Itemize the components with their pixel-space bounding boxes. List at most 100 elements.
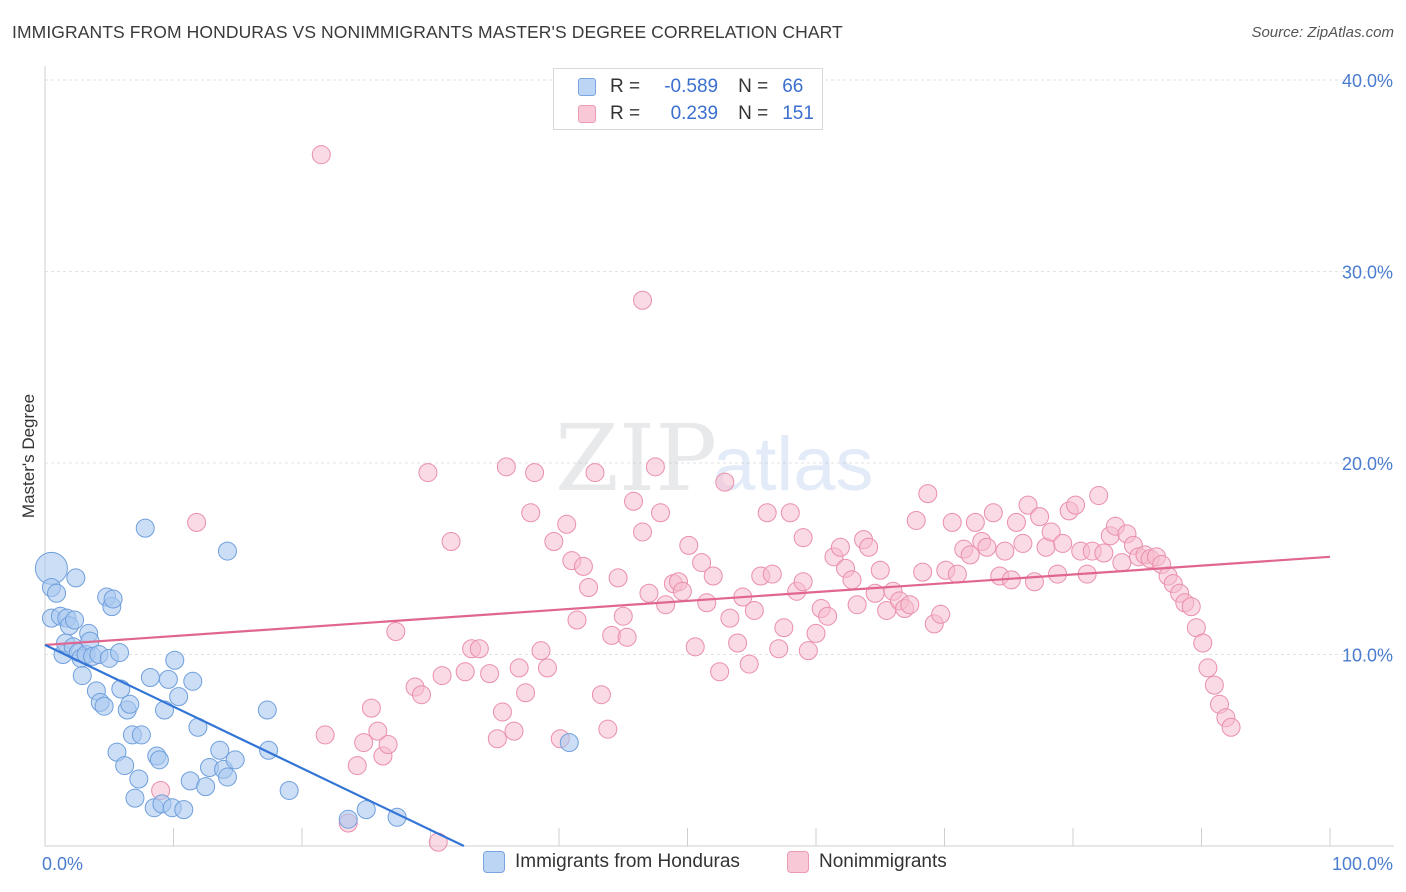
legend-n-label: N = bbox=[738, 103, 769, 124]
nonimmigrants-point bbox=[692, 553, 712, 573]
honduras-point bbox=[183, 671, 203, 691]
legend-row-honduras: R = -0.589 N = 66 bbox=[578, 74, 803, 100]
nonimmigrants-point bbox=[960, 545, 980, 565]
y-axis-label: Master's Degree bbox=[19, 394, 38, 518]
legend-r-value: 0.239 bbox=[670, 103, 719, 124]
legend-r-label: R = bbox=[610, 103, 641, 124]
x-tick-label-max: 100.0% bbox=[1332, 854, 1393, 874]
nonimmigrants-point bbox=[633, 290, 653, 310]
nonimmigrants-point bbox=[187, 512, 207, 532]
legend-item-honduras: Immigrants from Honduras bbox=[483, 851, 740, 873]
nonimmigrants-point bbox=[579, 577, 599, 597]
nonimmigrants-point bbox=[913, 562, 933, 582]
nonimmigrants-point bbox=[516, 683, 536, 703]
nonimmigrants-point bbox=[983, 503, 1003, 523]
nonimmigrants-point bbox=[906, 510, 926, 530]
nonimmigrants-point bbox=[1204, 675, 1224, 695]
honduras-point bbox=[135, 518, 155, 538]
nonimmigrants-point bbox=[672, 581, 692, 601]
honduras-point bbox=[210, 740, 230, 760]
nonimmigrants-point bbox=[633, 522, 653, 542]
honduras-point bbox=[66, 568, 86, 588]
nonimmigrants-point bbox=[1041, 522, 1061, 542]
nonimmigrants-point bbox=[793, 572, 813, 592]
nonimmigrants-point bbox=[900, 595, 920, 615]
nonimmigrants-point bbox=[818, 606, 838, 626]
nonimmigrants-point bbox=[774, 618, 794, 638]
nonimmigrants-point bbox=[361, 698, 381, 718]
correlation-legend: R = -0.589 N = 66 R = 0.239 N = 151 bbox=[553, 68, 823, 130]
nonimmigrants-point bbox=[859, 537, 879, 557]
nonimmigrants-point bbox=[918, 484, 938, 504]
legend-swatch-blue bbox=[578, 78, 596, 96]
legend-label-honduras: Immigrants from Honduras bbox=[515, 851, 740, 872]
nonimmigrants-point bbox=[703, 566, 723, 586]
nonimmigrants-point bbox=[639, 583, 659, 603]
honduras-point bbox=[158, 669, 178, 689]
nonimmigrants-point bbox=[728, 633, 748, 653]
nonimmigrants-point bbox=[769, 639, 789, 659]
nonimmigrants-point bbox=[544, 532, 564, 552]
nonimmigrants-point bbox=[656, 595, 676, 615]
nonimmigrants-point bbox=[651, 503, 671, 523]
nonimmigrants-point bbox=[965, 512, 985, 532]
honduras-point bbox=[149, 750, 169, 770]
honduras-point bbox=[257, 700, 277, 720]
honduras-point bbox=[169, 687, 189, 707]
legend-r-value: -0.589 bbox=[664, 76, 719, 97]
honduras-trend-line bbox=[44, 643, 465, 847]
nonimmigrants-point bbox=[1030, 507, 1050, 527]
nonimmigrants-point bbox=[617, 627, 637, 647]
nonimmigrants-trend-line bbox=[44, 555, 1331, 647]
nonimmigrants-point bbox=[793, 528, 813, 548]
honduras-point bbox=[94, 696, 114, 716]
nonimmigrants-point bbox=[537, 658, 557, 678]
gridlines bbox=[45, 79, 1394, 655]
legend-r-label: R = bbox=[610, 76, 641, 97]
honduras-point bbox=[338, 809, 358, 829]
nonimmigrants-point bbox=[715, 472, 735, 492]
nonimmigrants-point bbox=[1089, 486, 1109, 506]
nonimmigrants-point bbox=[557, 514, 577, 534]
nonimmigrants-point bbox=[418, 463, 438, 483]
legend-n-label: N = bbox=[738, 76, 769, 97]
nonimmigrants-point bbox=[977, 537, 997, 557]
nonimmigrants-point bbox=[1018, 495, 1038, 515]
nonimmigrants-point bbox=[710, 662, 730, 682]
nonimmigrants-point bbox=[1024, 572, 1044, 592]
nonimmigrants-point bbox=[509, 658, 529, 678]
nonimmigrants-point bbox=[739, 654, 759, 674]
nonimmigrants-point bbox=[613, 606, 633, 626]
honduras-point bbox=[65, 610, 85, 630]
nonimmigrants-point bbox=[645, 457, 665, 477]
nonimmigrants-point bbox=[1013, 533, 1033, 553]
nonimmigrants-point bbox=[744, 600, 764, 620]
honduras-point bbox=[279, 780, 299, 800]
nonimmigrants-point bbox=[531, 641, 551, 661]
nonimmigrants-point bbox=[995, 541, 1015, 561]
nonimmigrants-point bbox=[757, 503, 777, 523]
nonimmigrants-point bbox=[378, 735, 398, 755]
y-tick-label: 20.0% bbox=[1342, 454, 1393, 474]
nonimmigrants-point bbox=[347, 756, 367, 776]
nonimmigrants-point bbox=[492, 702, 512, 722]
legend-swatch-pink bbox=[787, 851, 809, 873]
nonimmigrants-point bbox=[847, 595, 867, 615]
nonimmigrants-point bbox=[487, 729, 507, 749]
honduras-point bbox=[196, 777, 216, 797]
nonimmigrants-point bbox=[496, 457, 516, 477]
nonimmigrants-point bbox=[480, 664, 500, 684]
nonimmigrants-point bbox=[798, 641, 818, 661]
nonimmigrants-point bbox=[412, 685, 432, 705]
honduras-point bbox=[131, 725, 151, 745]
y-tick-label: 30.0% bbox=[1342, 263, 1393, 283]
nonimmigrants-point bbox=[947, 564, 967, 584]
chart-title: IMMIGRANTS FROM HONDURAS VS NONIMMIGRANT… bbox=[12, 22, 843, 42]
nonimmigrants-point bbox=[942, 512, 962, 532]
nonimmigrants-point bbox=[697, 593, 717, 613]
nonimmigrants-point bbox=[504, 721, 524, 741]
nonimmigrants-point bbox=[441, 532, 461, 552]
nonimmigrants-point bbox=[1006, 512, 1026, 532]
honduras-point bbox=[217, 767, 237, 787]
legend-label-nonimmigrants: Nonimmigrants bbox=[819, 851, 947, 872]
